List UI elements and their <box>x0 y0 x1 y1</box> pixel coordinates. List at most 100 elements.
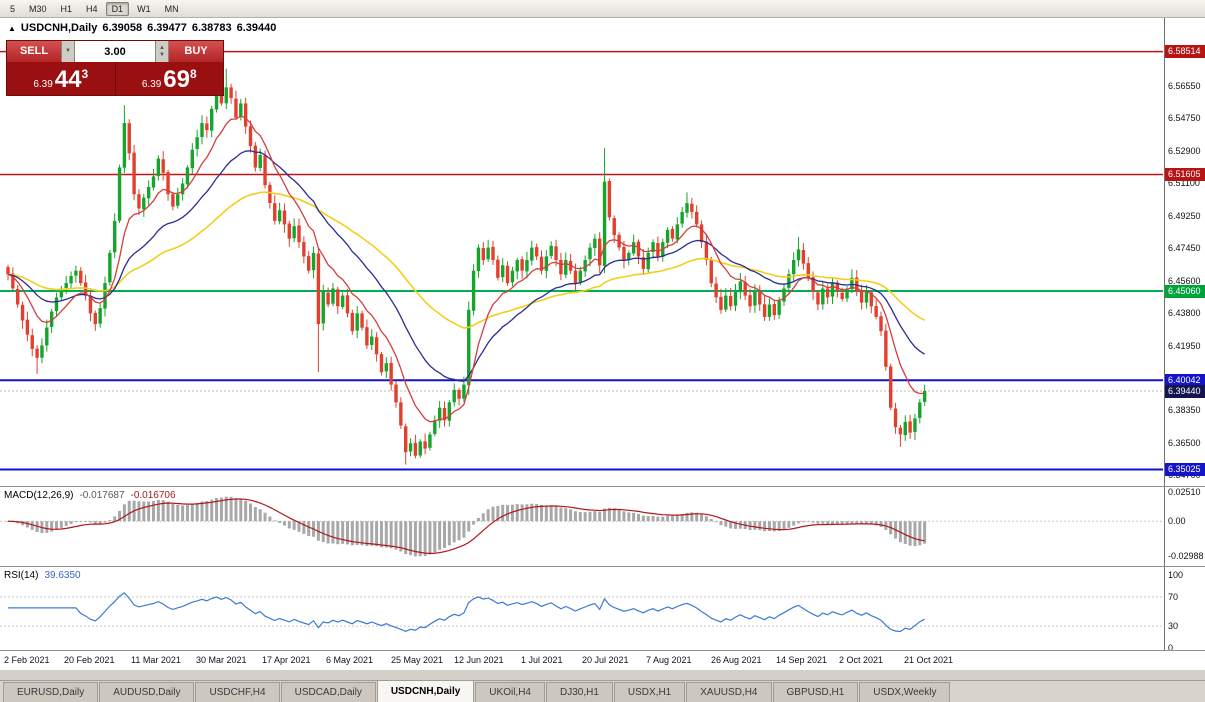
spin-down-icon: ▼ <box>159 51 165 58</box>
price-line-label: 6.58514 <box>1165 45 1205 59</box>
sell-price-pips: 44 <box>54 66 82 93</box>
buy-price-main: 6.39 <box>141 79 162 90</box>
price-divider <box>114 62 116 95</box>
macd-indicator-name: MACD(12,26,9) <box>4 490 74 501</box>
moving-average-10 <box>7 115 925 423</box>
price-tick-label: 6.43800 <box>1168 307 1201 318</box>
timeframe-button-D1[interactable]: D1 <box>105 1 130 16</box>
rsi-indicator-canvas[interactable] <box>0 567 1163 650</box>
date-tick-label: 2 Oct 2021 <box>839 655 884 665</box>
price-tick-label: 6.51100 <box>1168 178 1200 188</box>
date-tick-label: 20 Jul 2021 <box>582 655 629 665</box>
date-tick-label: 11 Mar 2021 <box>131 655 181 665</box>
date-tick-label: 6 May 2021 <box>326 655 374 665</box>
chart-tab-xauusd-h4[interactable]: XAUUSD,H4 <box>686 682 772 702</box>
chart-symbol: USDCNH,Daily <box>20 22 98 34</box>
rsi-tick-label: 100 <box>1168 570 1184 580</box>
ohlc-high: 6.39477 <box>147 22 187 34</box>
buy-button[interactable]: BUY <box>169 41 223 62</box>
spin-up-icon: ▲ <box>159 44 165 51</box>
chart-tab-usdcnh-daily[interactable]: USDCNH,Daily <box>376 680 475 702</box>
price-axis[interactable]: 6.56550 6.54750 6.52900 6.51100 6.49250 6.474… <box>1164 18 1205 486</box>
timeframe-button-M30[interactable]: M30 <box>29 3 47 14</box>
macd-signal-value: -0.016706 <box>130 490 176 501</box>
macd-main-value: -0.017687 <box>79 490 125 501</box>
ohlc-low: 6.38783 <box>191 22 232 34</box>
timeframe-button-H1[interactable]: H1 <box>60 3 73 14</box>
date-tick-label: 1 Jul 2021 <box>521 655 563 665</box>
chart-tab-usdx-h1[interactable]: USDX,H1 <box>613 682 686 702</box>
macd-tick-label: 0.00 <box>1168 516 1186 527</box>
ohlc-open: 6.39058 <box>102 22 143 34</box>
candles <box>6 68 927 465</box>
price-line-label: 6.51605 <box>1165 168 1205 181</box>
macd-histogram <box>6 496 927 557</box>
moving-average-25 <box>7 150 925 382</box>
price-tick-label: 6.54750 <box>1168 113 1201 123</box>
price-line-label: 6.35025 <box>1165 463 1205 476</box>
date-tick-label: 7 Aug 2021 <box>646 655 692 665</box>
chart-tab-ukoil-h4[interactable]: UKOil,H4 <box>475 682 545 702</box>
pane-splitter-macd[interactable] <box>0 486 1205 487</box>
date-tick-label: 30 Mar 2021 <box>196 655 247 665</box>
date-tick-label: 26 Aug 2021 <box>711 655 762 665</box>
rsi-line <box>8 592 925 633</box>
timeframe-button-5[interactable]: 5 <box>10 3 16 14</box>
rsi-tick-label: 30 <box>1168 621 1179 632</box>
window-gap <box>0 670 1205 680</box>
buy-price-pipette: 8 <box>189 67 197 81</box>
date-tick-label: 2 Feb 2021 <box>4 655 50 665</box>
date-tick-label: 12 Jun 2021 <box>454 655 504 665</box>
chart-title: ▲ USDCNH,Daily 6.39058 6.39477 6.38783 6.3944… <box>8 22 281 34</box>
price-tick-label: 6.52900 <box>1168 146 1201 156</box>
one-click-trading-panel: SELL ▼ ▲ ▼ BUY 6.39 44 3 6.39 69 8 <box>6 40 224 96</box>
volume-spinner[interactable]: ▲ ▼ <box>155 41 169 62</box>
price-line-label: 6.45060 <box>1165 284 1205 298</box>
price-tick-label: 6.38350 <box>1168 404 1201 415</box>
macd-label: MACD(12,26,9) -0.017687 -0.016706 <box>4 490 182 501</box>
date-tick-label: 20 Feb 2021 <box>64 655 115 665</box>
chart-tab-usdchf-h4[interactable]: USDCHF,H4 <box>195 682 280 702</box>
macd-tick-label: 0.02510 <box>1168 487 1201 497</box>
macd-tick-label: -0.02988 <box>1168 551 1204 561</box>
buy-price-pips: 69 <box>163 66 190 93</box>
rsi-label: RSI(14) 39.6350 <box>4 570 87 581</box>
order-dropdown-button[interactable]: ▼ <box>61 41 75 62</box>
sell-price-main: 6.39 <box>33 79 53 90</box>
rsi-indicator-name: RSI(14) <box>4 570 39 581</box>
date-tick-label: 25 May 2021 <box>391 655 444 665</box>
chart-tab-dj30-h1[interactable]: DJ30,H1 <box>545 682 613 702</box>
chart-tab-usdx-weekly[interactable]: USDX,Weekly <box>859 682 951 702</box>
price-tick-label: 6.41950 <box>1168 340 1201 351</box>
price-chart-canvas[interactable] <box>0 18 1163 486</box>
dropdown-arrow-icon: ▼ <box>65 48 71 54</box>
sell-price[interactable]: 6.39 44 3 <box>7 66 115 95</box>
chart-tab-gbpusd-h1[interactable]: GBPUSD,H1 <box>772 682 859 702</box>
moving-average-55 <box>7 191 925 329</box>
rsi-value: 39.6350 <box>44 570 81 581</box>
chart-tab-eurusd-daily[interactable]: EURUSD,Daily <box>3 682 99 702</box>
macd-axis[interactable]: 0.02510 0.00 -0.02988 <box>1164 487 1205 566</box>
buy-price[interactable]: 6.39 69 8 <box>116 66 224 95</box>
date-tick-label: 21 Oct 2021 <box>904 655 954 665</box>
date-tick-label: 14 Sep 2021 <box>776 655 828 665</box>
timeframe-button-W1[interactable]: W1 <box>137 3 151 14</box>
chart-tab-bar: EURUSD,Daily AUDUSD,Daily USDCHF,H4 USDCAD,… <box>0 680 1205 702</box>
chart-tab-audusd-daily[interactable]: AUDUSD,Daily <box>99 682 195 702</box>
price-tick-label: 6.36500 <box>1168 437 1201 448</box>
chart-tab-usdcad-daily[interactable]: USDCAD,Daily <box>280 682 376 702</box>
rsi-tick-label: 0 <box>1168 643 1174 653</box>
time-axis[interactable]: 2 Feb 2021 20 Feb 2021 11 Mar 2021 30 Mar 2… <box>0 651 1205 670</box>
volume-input[interactable] <box>75 41 155 62</box>
price-tick-label: 6.45600 <box>1168 275 1201 286</box>
timeframe-button-H4[interactable]: H4 <box>86 3 98 14</box>
timeframe-toolbar: 5 M30 H1 H4 D1 W1 MN <box>0 0 1205 18</box>
time-axis-border <box>0 650 1205 651</box>
rsi-axis[interactable]: 100 70 30 0 <box>1164 567 1205 653</box>
sell-button[interactable]: SELL <box>7 41 61 62</box>
pane-splitter-rsi[interactable] <box>0 566 1205 567</box>
macd-indicator-canvas[interactable] <box>0 487 1163 566</box>
price-tick-label: 6.56550 <box>1168 81 1201 91</box>
timeframe-button-MN[interactable]: MN <box>164 3 179 14</box>
